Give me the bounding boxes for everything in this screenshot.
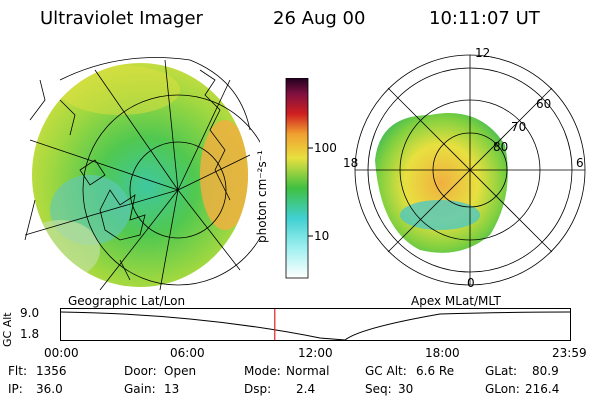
time-tick-0: 00:00 — [44, 346, 79, 360]
glon-value: 216.4 — [525, 382, 560, 396]
gcalt-value: 6.6 Re — [416, 364, 455, 378]
mlt-label-6: 6 — [576, 156, 584, 170]
gain-value: 13 — [164, 382, 180, 396]
alt-tick-high: 9.0 — [20, 306, 40, 320]
time-tick-4: 23:59 — [552, 346, 587, 360]
colorbar — [285, 78, 313, 279]
dsp-label: Dsp: — [244, 382, 272, 396]
door-label: Door: — [124, 364, 157, 378]
geographic-label: Geographic Lat/Lon — [68, 294, 186, 308]
seq-value: 30 — [398, 382, 414, 396]
flt-value: 1356 — [36, 364, 67, 378]
gcalt-label: GC Alt: — [365, 364, 407, 378]
ip-value: 36.0 — [36, 382, 63, 396]
alt-tick-low: 1.8 — [20, 327, 40, 341]
mlt-label-12: 12 — [475, 46, 491, 60]
apex-polar-plot — [354, 54, 586, 286]
seq-label: Seq: — [365, 382, 392, 396]
apex-label: Apex MLat/MLT — [411, 294, 501, 308]
ip-label: IP: — [8, 382, 23, 396]
glat-value: 80.9 — [532, 364, 559, 378]
glat-label: GLat: — [485, 364, 518, 378]
lat-label-60: 60 — [536, 97, 552, 111]
lat-label-80: 80 — [493, 140, 509, 154]
glon-label: GLon: — [485, 382, 520, 396]
altitude-curve — [60, 311, 571, 341]
colorbar-unit-label: photon cm⁻²s⁻¹ — [255, 150, 269, 243]
altitude-plot — [60, 308, 571, 341]
time-tick-2: 12:00 — [298, 346, 333, 360]
mlt-label-18: 18 — [343, 156, 359, 170]
lat-label-70: 70 — [511, 120, 527, 134]
page-title: Ultraviolet Imager — [40, 8, 203, 29]
observation-date: 26 Aug 00 — [273, 8, 366, 29]
dsp-value: 2.4 — [296, 382, 316, 396]
time-tick-1: 06:00 — [170, 346, 205, 360]
geographic-image — [24, 57, 260, 291]
flt-label: Flt: — [8, 364, 27, 378]
gain-label: Gain: — [124, 382, 156, 396]
mode-label: Mode: — [244, 364, 281, 378]
gc-alt-axis-label: GC Alt — [1, 312, 14, 347]
observation-time: 10:11:07 UT — [429, 8, 540, 29]
time-tick-3: 18:00 — [425, 346, 460, 360]
mlt-label-0: 0 — [467, 276, 475, 290]
mode-value: Normal — [286, 364, 330, 378]
door-value: Open — [164, 364, 197, 378]
colorbar-tick-10: 10 — [314, 229, 330, 243]
colorbar-tick-100: 100 — [314, 141, 337, 155]
info-row-1: Flt: 1356 Door: Open Mode: Normal GC Alt… — [8, 364, 598, 380]
info-row-2: IP: 36.0 Gain: 13 Dsp: 2.4 Seq: 30 GLon:… — [8, 382, 598, 398]
